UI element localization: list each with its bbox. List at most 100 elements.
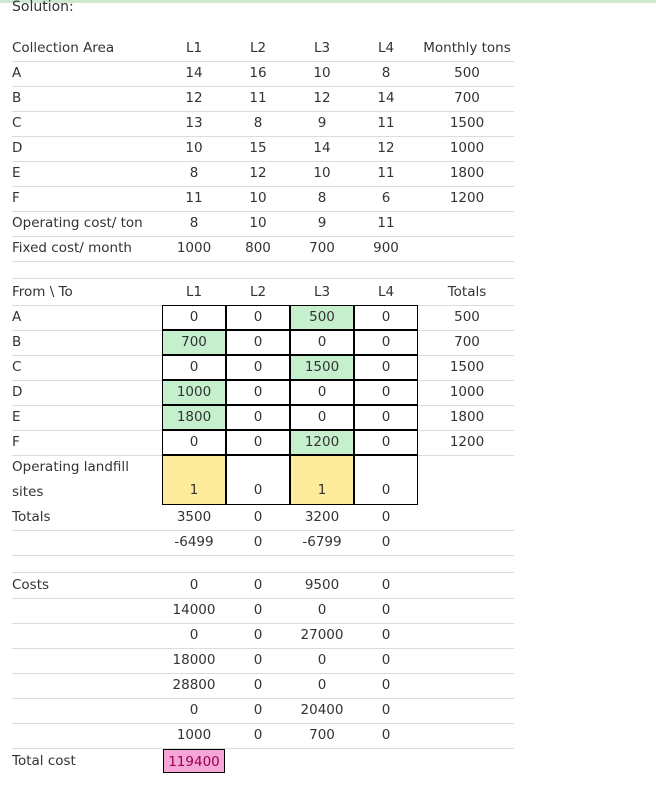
alloc-row-total: 1000 — [449, 384, 485, 400]
costs-row-3: 0 0 27000 0 — [12, 623, 514, 649]
cell-monthly-tons: 1500 — [449, 115, 485, 131]
row-label: D — [12, 140, 23, 156]
cell-l2: 11 — [249, 90, 267, 106]
alloc-row-total: 1200 — [449, 434, 485, 450]
cell-l4: 11 — [377, 115, 395, 131]
cell-l2: 10 — [249, 215, 267, 231]
alloc-cell-l4[interactable]: 0 — [354, 305, 418, 330]
cost-l3: 27000 — [300, 627, 344, 643]
cell-l2: 10 — [249, 190, 267, 206]
cost-l1: 0 — [189, 702, 199, 718]
row-label: A — [12, 65, 22, 81]
params-row-d: D 10 15 14 12 1000 — [12, 136, 514, 162]
alloc-cell-l4[interactable]: 0 — [354, 430, 418, 455]
alloc-cell-l1[interactable]: 0 — [162, 355, 226, 380]
alloc-row-a: A 0 0 500 0 500 — [12, 305, 514, 331]
cell-monthly-tons: 500 — [454, 65, 480, 81]
cell-monthly-tons: 1000 — [449, 140, 485, 156]
alloc-cell-l3[interactable]: 1200 — [290, 430, 354, 455]
total-l4: 0 — [381, 509, 391, 525]
params-row-f: F 11 10 8 6 1200 — [12, 186, 514, 212]
cell-l2: 8 — [253, 115, 263, 131]
alloc-cell-l4[interactable]: 0 — [354, 330, 418, 355]
cell-l1: 14 — [185, 65, 203, 81]
total-cost-value[interactable]: 119400 — [163, 749, 225, 773]
cost-l2: 0 — [253, 627, 263, 643]
total-l2: 0 — [253, 509, 263, 525]
params-row-fixed-cost: Fixed cost/ month 1000 800 700 900 — [12, 236, 514, 262]
site-l2[interactable]: 0 — [226, 455, 290, 505]
cell-l1: 12 — [185, 90, 203, 106]
cost-l3: 0 — [317, 677, 327, 693]
params-header-row: Collection Area L1 L2 L3 L4 Monthly tons — [12, 36, 514, 62]
cost-l4: 0 — [381, 602, 391, 618]
cost-l3: 0 — [317, 652, 327, 668]
cell-l4: 900 — [373, 240, 399, 256]
alloc-cell-l3[interactable]: 0 — [290, 380, 354, 405]
alloc-cell-l4[interactable]: 0 — [354, 355, 418, 380]
alloc-cell-l1[interactable]: 700 — [162, 330, 226, 355]
cell-l3: 8 — [317, 190, 327, 206]
alloc-row-totals: Totals 3500 0 3200 0 — [12, 505, 514, 531]
cell-monthly-tons: 1200 — [449, 190, 485, 206]
site-l4[interactable]: 0 — [354, 455, 418, 505]
site-l1[interactable]: 1 — [162, 455, 226, 505]
params-row-c: C 13 8 9 11 1500 — [12, 111, 514, 137]
alloc-cell-l2[interactable]: 0 — [226, 380, 290, 405]
alloc-cell-l1[interactable]: 0 — [162, 430, 226, 455]
params-row-b: B 12 11 12 14 700 — [12, 86, 514, 112]
row-label: F — [12, 190, 20, 206]
row-label: E — [12, 165, 21, 181]
alloc-cell-l1[interactable]: 0 — [162, 305, 226, 330]
cost-l1: 0 — [189, 577, 199, 593]
cell-l3: 10 — [313, 65, 331, 81]
alloc-cell-l2[interactable]: 0 — [226, 305, 290, 330]
cost-l4: 0 — [381, 702, 391, 718]
params-row-operating-cost: Operating cost/ ton 8 10 9 11 — [12, 211, 514, 237]
header-from-to: From \ To — [12, 284, 73, 300]
cost-l1: 0 — [189, 627, 199, 643]
costs-row-4: 18000 0 0 0 — [12, 648, 514, 674]
cell-monthly-tons: 1800 — [449, 165, 485, 181]
alloc-row-total: 700 — [454, 334, 480, 350]
solution-label: Solution: — [12, 0, 74, 15]
alloc-cell-l3[interactable]: 0 — [290, 330, 354, 355]
alloc-cell-l2[interactable]: 0 — [226, 330, 290, 355]
cell-l3: 700 — [309, 240, 335, 256]
cost-l2: 0 — [253, 727, 263, 743]
total-cost-row: Total cost 119400 — [12, 749, 514, 774]
alloc-row-c: C 0 0 1500 0 1500 — [12, 355, 514, 381]
cell-l3: 9 — [317, 215, 327, 231]
params-row-a: A 14 16 10 8 500 — [12, 61, 514, 87]
top-border — [0, 0, 656, 3]
alloc-cell-l3[interactable]: 500 — [290, 305, 354, 330]
costs-row-1: Costs 0 0 9500 0 — [12, 573, 514, 599]
alloc-cell-l3[interactable]: 1500 — [290, 355, 354, 380]
alloc-row-total: 1800 — [449, 409, 485, 425]
alloc-row-total: 1500 — [449, 359, 485, 375]
alloc-cell-l2[interactable]: 0 — [226, 430, 290, 455]
divider — [12, 278, 514, 279]
cost-l2: 0 — [253, 702, 263, 718]
cost-l4: 0 — [381, 577, 391, 593]
alloc-cell-l4[interactable]: 0 — [354, 380, 418, 405]
cell-l1: 8 — [189, 215, 199, 231]
header-l2: L2 — [249, 284, 267, 300]
alloc-cell-l2[interactable]: 0 — [226, 405, 290, 430]
alloc-cell-l1[interactable]: 1800 — [162, 405, 226, 430]
costs-row-6: 0 0 20400 0 — [12, 698, 514, 724]
alloc-cell-l4[interactable]: 0 — [354, 405, 418, 430]
alloc-row-operating-sites: Operating landfill sites 1 0 1 0 — [12, 455, 514, 505]
cost-l4: 0 — [381, 727, 391, 743]
header-l4: L4 — [377, 40, 395, 56]
costs-row-2: 14000 0 0 0 — [12, 598, 514, 624]
alloc-cell-l3[interactable]: 0 — [290, 405, 354, 430]
site-l3[interactable]: 1 — [290, 455, 354, 505]
cell-l1: 13 — [185, 115, 203, 131]
alloc-cell-l2[interactable]: 0 — [226, 355, 290, 380]
cell-l1: 10 — [185, 140, 203, 156]
cost-l2: 0 — [253, 677, 263, 693]
total-cost-label: Total cost — [12, 753, 76, 769]
alloc-cell-l1[interactable]: 1000 — [162, 380, 226, 405]
row-label: Fixed cost/ month — [12, 240, 132, 256]
